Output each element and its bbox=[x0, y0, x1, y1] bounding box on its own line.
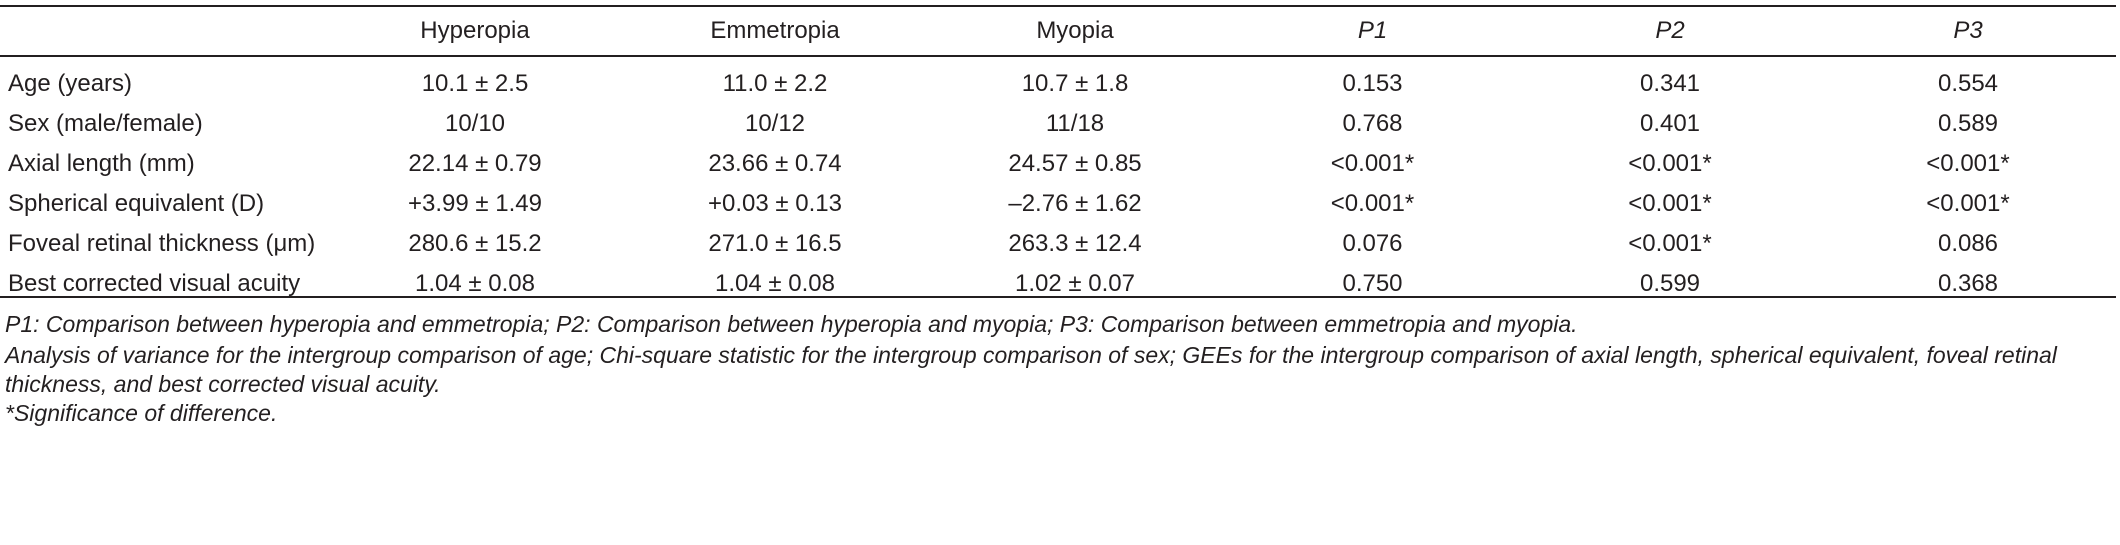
table-cell: 0.341 bbox=[1520, 55, 1820, 104]
table-cell: 0.401 bbox=[1520, 104, 1820, 144]
table-cell: 10.1 ± 2.5 bbox=[325, 55, 625, 104]
table-cell: 271.0 ± 16.5 bbox=[625, 224, 925, 264]
row-label: Axial length (mm) bbox=[0, 144, 325, 184]
row-label: Spherical equivalent (D) bbox=[0, 184, 325, 224]
table-cell: <0.001* bbox=[1520, 184, 1820, 224]
table-cell: 0.589 bbox=[1820, 104, 2116, 144]
header-p1: P1 bbox=[1225, 7, 1520, 55]
table-cell: 10.7 ± 1.8 bbox=[925, 55, 1225, 104]
table-cell: <0.001* bbox=[1225, 144, 1520, 184]
table-cell: 0.086 bbox=[1820, 224, 2116, 264]
table-cell: 11.0 ± 2.2 bbox=[625, 55, 925, 104]
table-cell: <0.001* bbox=[1520, 224, 1820, 264]
header-emmetropia: Emmetropia bbox=[625, 7, 925, 55]
table-cell: 1.04 ± 0.08 bbox=[325, 264, 625, 304]
table-cell: 280.6 ± 15.2 bbox=[325, 224, 625, 264]
table-row: Best corrected visual acuity 1.04 ± 0.08… bbox=[0, 264, 2116, 304]
table-cell: 0.368 bbox=[1820, 264, 2116, 304]
footnote-statistics: Analysis of variance for the intergroup … bbox=[5, 341, 2115, 399]
table-cell: <0.001* bbox=[1820, 144, 2116, 184]
table-cell: <0.001* bbox=[1520, 144, 1820, 184]
table-cell: 11/18 bbox=[925, 104, 1225, 144]
row-label: Sex (male/female) bbox=[0, 104, 325, 144]
table-row: Foveal retinal thickness (μm) 280.6 ± 15… bbox=[0, 224, 2116, 264]
table-cell: 0.554 bbox=[1820, 55, 2116, 104]
table-cell: 263.3 ± 12.4 bbox=[925, 224, 1225, 264]
header-myopia: Myopia bbox=[925, 7, 1225, 55]
table-cell: +0.03 ± 0.13 bbox=[625, 184, 925, 224]
table-cell: 1.04 ± 0.08 bbox=[625, 264, 925, 304]
table-cell: 0.076 bbox=[1225, 224, 1520, 264]
table-cell: –2.76 ± 1.62 bbox=[925, 184, 1225, 224]
header-hyperopia: Hyperopia bbox=[325, 7, 625, 55]
footnote-p-definitions: P1: Comparison between hyperopia and emm… bbox=[5, 310, 2115, 339]
row-label: Best corrected visual acuity bbox=[0, 264, 325, 304]
table-cell: 23.66 ± 0.74 bbox=[625, 144, 925, 184]
table-cell: 1.02 ± 0.07 bbox=[925, 264, 1225, 304]
table-cell: +3.99 ± 1.49 bbox=[325, 184, 625, 224]
table-footnotes: P1: Comparison between hyperopia and emm… bbox=[5, 310, 2115, 428]
table-row: Sex (male/female) 10/10 10/12 11/18 0.76… bbox=[0, 104, 2116, 144]
header-p3: P3 bbox=[1820, 7, 2116, 55]
table-row: Age (years) 10.1 ± 2.5 11.0 ± 2.2 10.7 ±… bbox=[0, 55, 2116, 104]
footnote-significance: *Significance of difference. bbox=[5, 399, 2115, 428]
row-label: Age (years) bbox=[0, 55, 325, 104]
table-cell: 0.768 bbox=[1225, 104, 1520, 144]
table-cell: 24.57 ± 0.85 bbox=[925, 144, 1225, 184]
header-cell-blank bbox=[0, 7, 325, 55]
table-cell: <0.001* bbox=[1820, 184, 2116, 224]
row-label: Foveal retinal thickness (μm) bbox=[0, 224, 325, 264]
table-cell: 10/12 bbox=[625, 104, 925, 144]
table-cell: 10/10 bbox=[325, 104, 625, 144]
table-row: Spherical equivalent (D) +3.99 ± 1.49 +0… bbox=[0, 184, 2116, 224]
data-table: Hyperopia Emmetropia Myopia P1 P2 P3 Age… bbox=[0, 7, 2116, 304]
header-row: Hyperopia Emmetropia Myopia P1 P2 P3 bbox=[0, 7, 2116, 55]
table-cell: 0.153 bbox=[1225, 55, 1520, 104]
table-row: Axial length (mm) 22.14 ± 0.79 23.66 ± 0… bbox=[0, 144, 2116, 184]
header-p2: P2 bbox=[1520, 7, 1820, 55]
table-cell: 0.750 bbox=[1225, 264, 1520, 304]
table-cell: 22.14 ± 0.79 bbox=[325, 144, 625, 184]
table-cell: 0.599 bbox=[1520, 264, 1820, 304]
table-cell: <0.001* bbox=[1225, 184, 1520, 224]
